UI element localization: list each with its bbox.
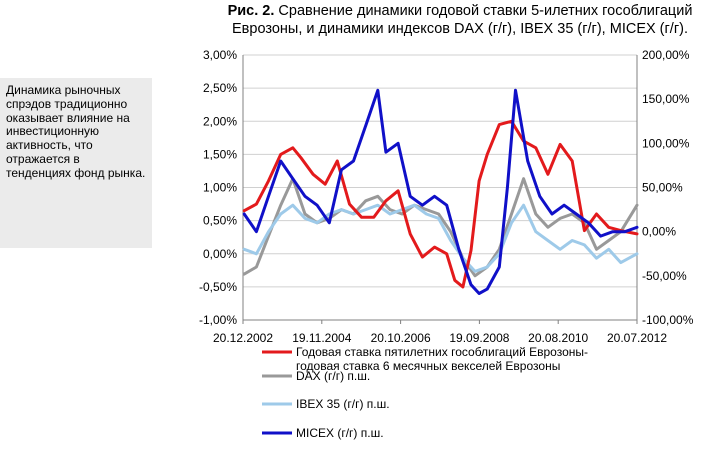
- left-axis-tick-label: 3,00%: [203, 48, 237, 62]
- right-axis-tick-label: 200,00%: [642, 48, 690, 62]
- left-axis-tick-label: 1,50%: [203, 147, 237, 161]
- x-axis-tick-label: 19.11.2004: [292, 331, 351, 345]
- figure-caption: Сравнение динамики годовой ставки 5-илет…: [232, 3, 693, 37]
- right-axis-tick-label: 100,00%: [642, 136, 690, 150]
- figure-number: Рис. 2.: [227, 3, 275, 19]
- left-axis-tick-label: -1,00%: [199, 313, 237, 327]
- left-axis-tick-label: 2,00%: [203, 114, 237, 128]
- legend-label-dax: DAX (г/г) п.ш.: [296, 369, 370, 383]
- left-axis-tick-label: 2,50%: [203, 81, 237, 95]
- left-axis-tick-label: 1,00%: [203, 181, 237, 195]
- right-axis-tick-label: 150,00%: [642, 92, 690, 106]
- sidebar-note: Динамика рыночных спрэдов традиционно ок…: [0, 78, 152, 248]
- legend-label-spread: Годовая ставка пятилетних гособлигаций Е…: [296, 345, 588, 359]
- x-axis-tick-label: 20.12.2002: [213, 331, 273, 345]
- x-axis-tick-label: 20.08.2010: [528, 331, 588, 345]
- chart-title: Рис. 2. Сравнение динамики годовой ставк…: [205, 2, 715, 38]
- sidebar-note-text: Динамика рыночных спрэдов традиционно ок…: [6, 83, 146, 180]
- right-axis-tick-label: -100,00%: [642, 313, 694, 327]
- right-axis-tick-label: -50,00%: [642, 269, 687, 283]
- x-axis-tick-label: 20.07.2012: [607, 331, 667, 345]
- series-line-micex: [242, 88, 639, 295]
- legend-label-spread-cont: годовая ставка 6 месячных векселей Евроз…: [296, 359, 560, 373]
- left-axis-tick-label: -0,50%: [199, 280, 237, 294]
- series-line-ibex: [242, 203, 639, 273]
- left-axis-tick-label: 0,00%: [203, 247, 237, 261]
- right-axis-tick-label: 0,00%: [642, 225, 676, 239]
- series-line-spread: [242, 119, 639, 289]
- legend-label-ibex: IBEX 35 (г/г) п.ш.: [296, 397, 390, 411]
- legend-label-micex: MICEX (г/г) п.ш.: [296, 426, 384, 440]
- series-line-dax: [242, 177, 639, 278]
- left-axis-tick-label: 0,50%: [203, 214, 237, 228]
- x-axis-tick-label: 20.10.2006: [371, 331, 431, 345]
- x-axis-tick-label: 19.09.2008: [449, 331, 509, 345]
- right-axis-tick-label: 50,00%: [642, 181, 683, 195]
